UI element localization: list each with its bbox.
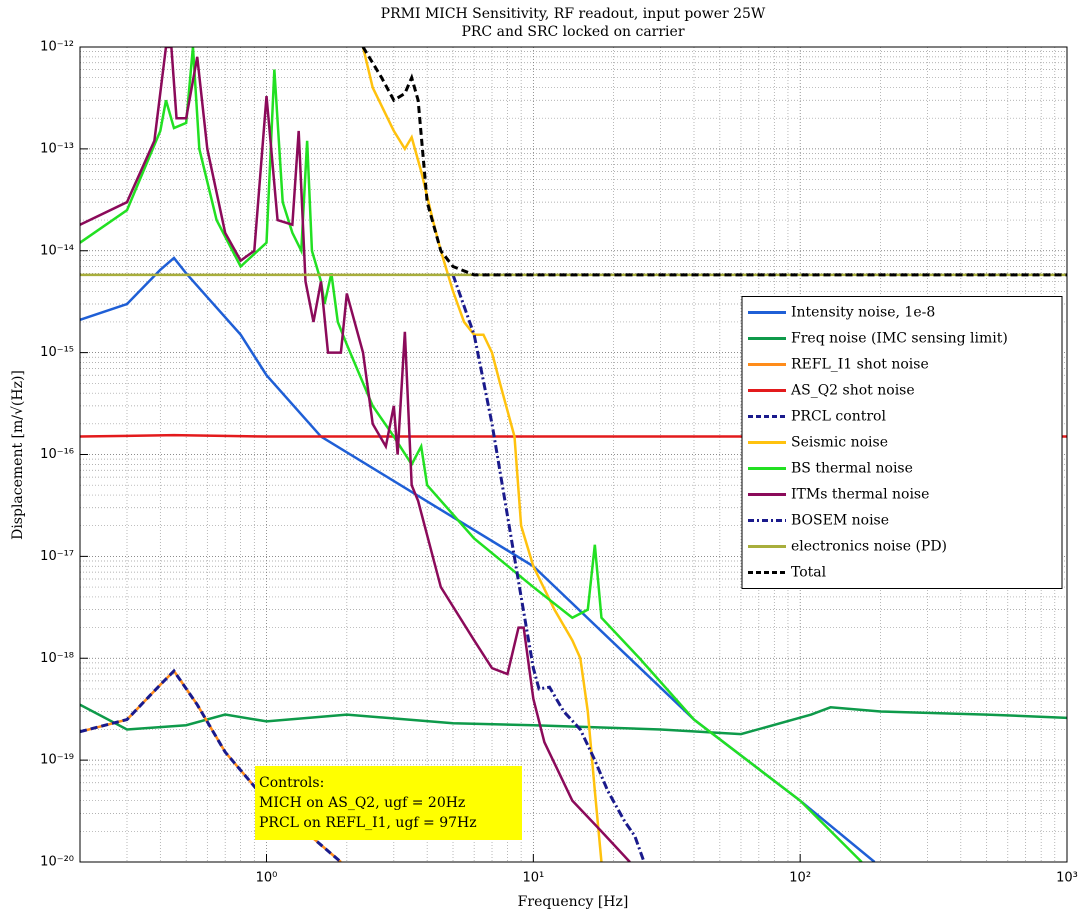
legend-label: AS_Q2 shot noise	[790, 383, 915, 399]
x-axis-label: Frequency [Hz]	[518, 894, 629, 910]
legend-label: PRCL control	[791, 409, 886, 425]
legend-label: electronics noise (PD)	[791, 539, 947, 555]
legend-box	[741, 296, 1063, 589]
chart-subtitle: PRC and SRC locked on carrier	[461, 24, 684, 40]
y-tick-label: 10⁻¹²	[40, 40, 74, 55]
y-tick-label: 10⁻²⁰	[40, 855, 74, 870]
y-tick-label: 10⁻¹⁴	[40, 243, 74, 258]
legend-label: Seismic noise	[791, 435, 888, 451]
y-tick-label: 10⁻¹⁵	[40, 345, 74, 360]
series-line	[80, 47, 863, 862]
series-line	[451, 274, 646, 862]
x-tick-label: 10²	[789, 871, 811, 886]
series-line	[80, 47, 631, 862]
series-line	[80, 668, 342, 862]
series-line	[361, 47, 1067, 277]
legend-label: ITMs thermal noise	[791, 487, 929, 503]
legend-label: BOSEM noise	[791, 513, 889, 529]
annotation-text: Controls:	[259, 775, 324, 791]
x-tick-label: 10⁰	[256, 871, 278, 886]
annotation-text: PRCL on REFL_I1, ugf = 97Hz	[259, 815, 477, 831]
series-line	[80, 703, 1067, 736]
annotation: Controls: MICH on AS_Q2, ugf = 20Hz PRCL o…	[255, 766, 522, 840]
legend-label: Freq noise (IMC sensing limit)	[791, 331, 1008, 347]
y-axis-label: Displacement [m/√(Hz)]	[10, 370, 26, 540]
x-tick-label: 10¹	[522, 871, 544, 886]
legend-label: Intensity noise, 1e-8	[791, 305, 935, 321]
y-tick-label: 10⁻¹⁹	[40, 753, 74, 768]
y-tick-label: 10⁻¹³	[40, 141, 74, 156]
legend-label: REFL_I1 shot noise	[791, 357, 929, 373]
legend-label: Total	[791, 565, 827, 581]
series-line	[361, 47, 603, 862]
chart-title: PRMI MICH Sensitivity, RF readout, input…	[381, 6, 766, 22]
y-tick-label: 10⁻¹⁷	[40, 549, 74, 564]
y-tick-label: 10⁻¹⁶	[40, 447, 74, 462]
x-tick-label: 10³	[1056, 871, 1078, 886]
legend: Intensity noise, 1e-8 Freq noise (IMC sen…	[741, 296, 1063, 589]
axes: 10⁰ 10¹ 10² 10³ 10⁻²⁰ 10⁻¹⁹ 10⁻¹⁸ 10⁻¹⁷ 10⁻¹⁶ 10⁻…	[40, 40, 1078, 886]
series-lines	[80, 47, 1067, 862]
legend-label: BS thermal noise	[791, 461, 913, 477]
annotation-box	[255, 766, 522, 840]
annotation-text: MICH on AS_Q2, ugf = 20Hz	[259, 795, 465, 811]
y-tick-label: 10⁻¹⁸	[40, 651, 74, 666]
series-line	[80, 433, 1067, 438]
